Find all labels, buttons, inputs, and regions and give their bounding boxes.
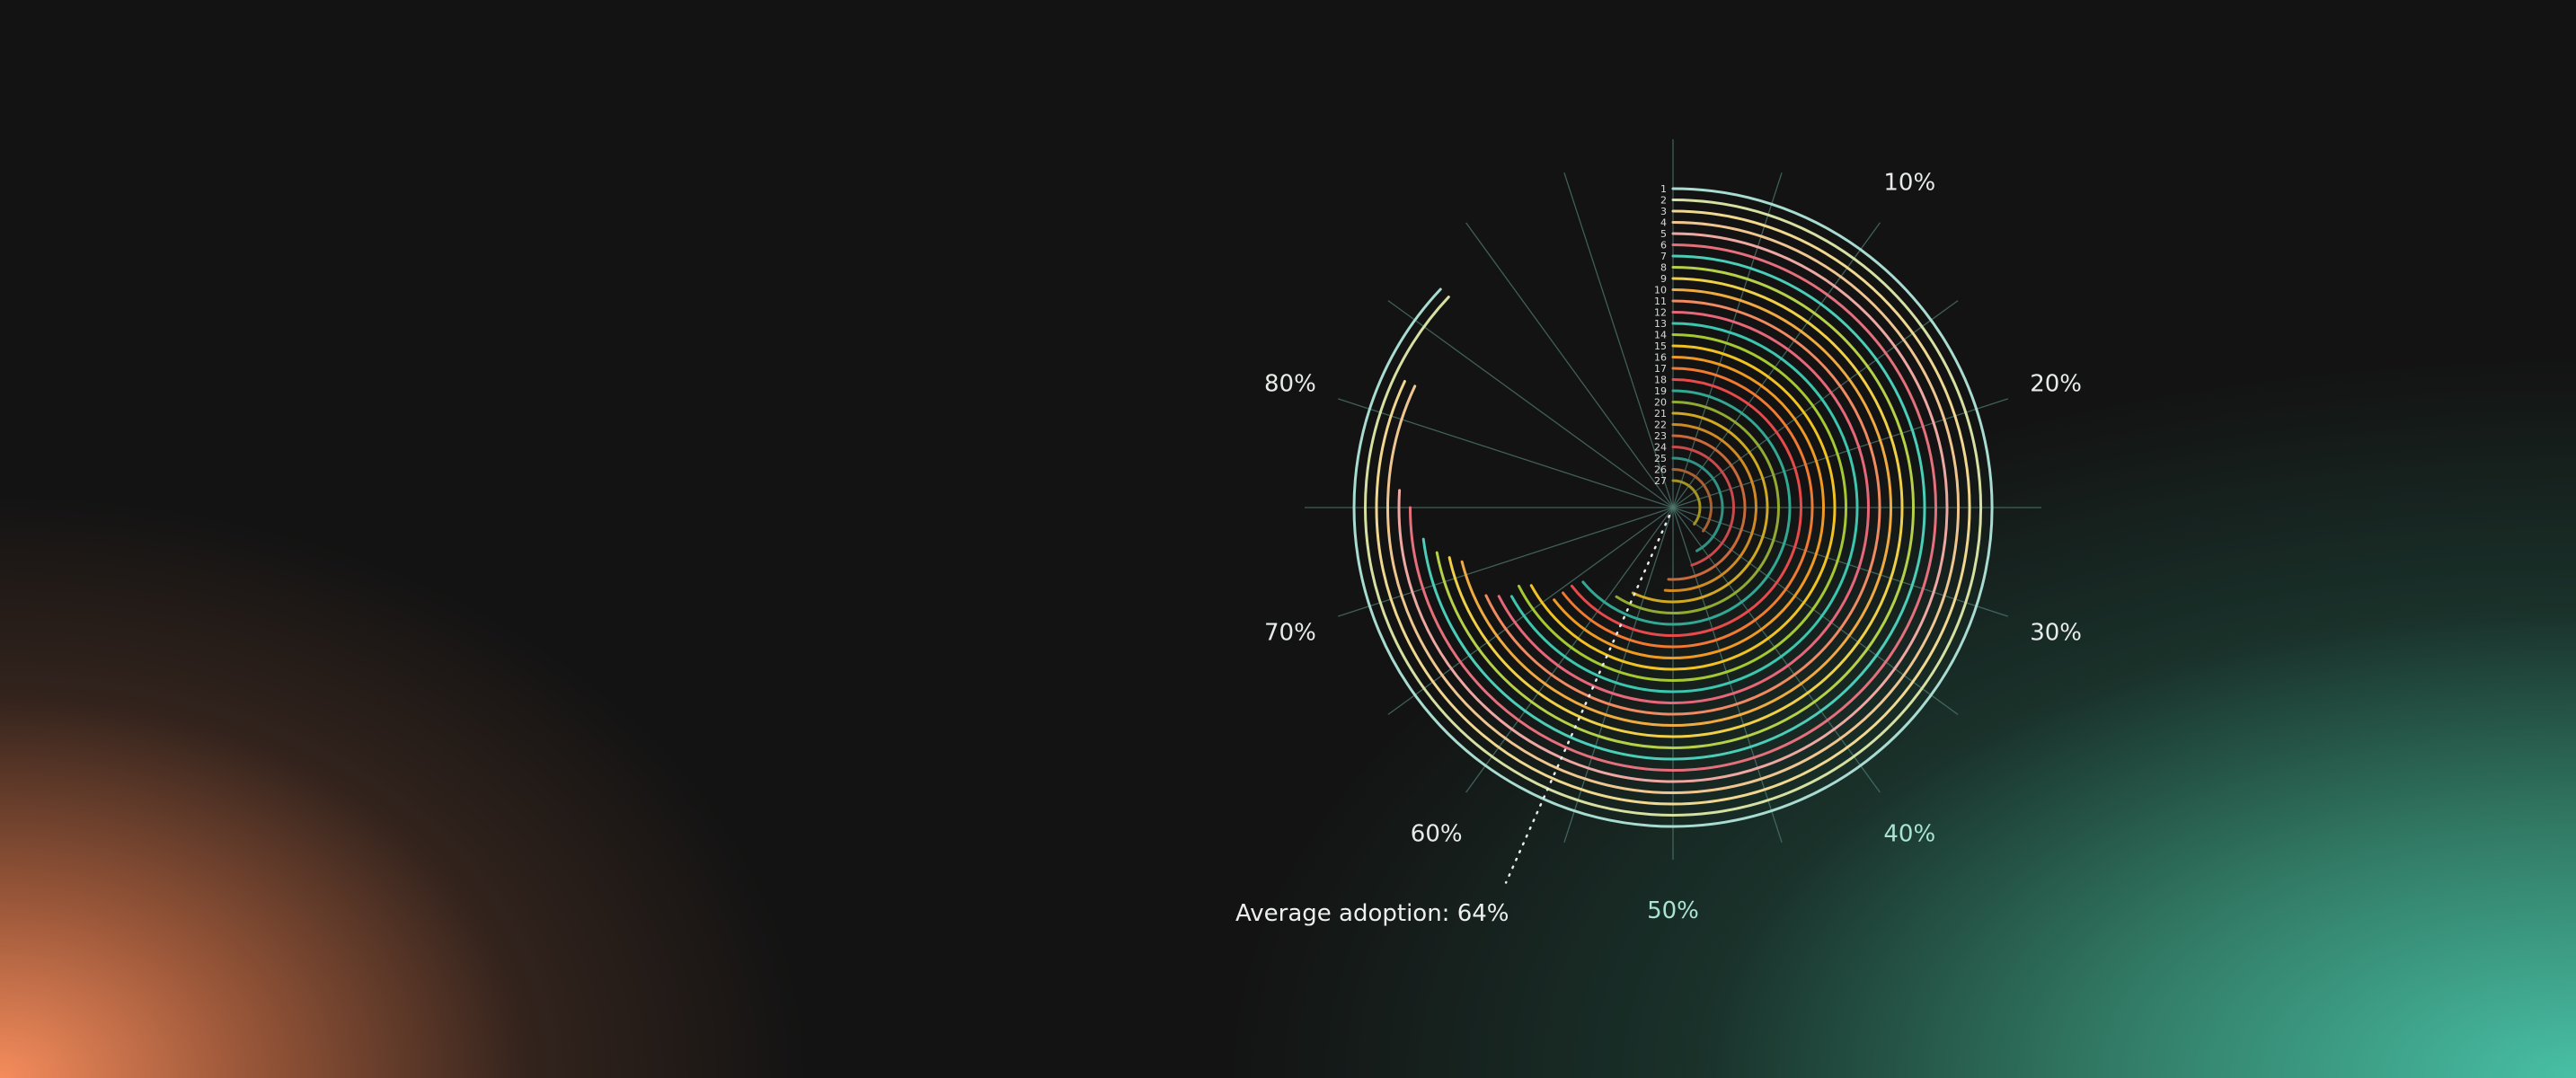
percent-label: 40% bbox=[1883, 820, 1935, 847]
ring-arc-23 bbox=[1667, 434, 1747, 581]
ring-label: 25 bbox=[1654, 453, 1667, 464]
gridline bbox=[1672, 507, 1881, 793]
ring-label: 23 bbox=[1654, 430, 1667, 442]
gridline bbox=[1672, 172, 1783, 508]
ring-arc-27 bbox=[1671, 479, 1702, 526]
percent-labels: 10% 20% 30% 40% 50% 60% 70% 80% bbox=[1264, 170, 2082, 924]
ring-arc-4 bbox=[1386, 221, 1960, 794]
ring-label: 17 bbox=[1654, 363, 1667, 375]
ring-arc-1 bbox=[1352, 187, 1994, 828]
gridline bbox=[1337, 398, 1674, 508]
gridline bbox=[1672, 507, 1959, 715]
percent-label: 80% bbox=[1264, 371, 1316, 398]
ring-label: 27 bbox=[1654, 475, 1667, 487]
gridline bbox=[1465, 507, 1674, 793]
ring-label: 3 bbox=[1660, 206, 1667, 217]
ring-arc-11 bbox=[1484, 299, 1881, 716]
ring-label: 9 bbox=[1660, 273, 1667, 285]
ring-label: 5 bbox=[1660, 228, 1667, 240]
ring-arc-16 bbox=[1553, 356, 1825, 659]
ring-label: 13 bbox=[1654, 318, 1667, 330]
ring-arc-9 bbox=[1447, 277, 1904, 738]
ring-arc-22 bbox=[1663, 423, 1757, 592]
ring-arc-25 bbox=[1671, 456, 1724, 552]
gridline bbox=[1563, 172, 1674, 508]
ring-arc-18 bbox=[1570, 378, 1802, 637]
ring-label: 11 bbox=[1654, 296, 1667, 307]
ring-label: 4 bbox=[1660, 217, 1667, 229]
ring-label: 22 bbox=[1654, 420, 1667, 431]
ring-label: 7 bbox=[1660, 251, 1667, 262]
ring-label: 10 bbox=[1654, 285, 1667, 296]
ring-arc-8 bbox=[1435, 266, 1915, 749]
gridline bbox=[1672, 398, 2009, 508]
gridline bbox=[1387, 507, 1674, 715]
ring-label: 12 bbox=[1654, 307, 1667, 319]
gridline bbox=[1465, 222, 1674, 508]
gridlines bbox=[1305, 139, 2041, 860]
ring-labels: 1234567891011121314151617181920212223242… bbox=[1654, 183, 1667, 487]
average-label: Average adoption: 64% bbox=[1235, 900, 1509, 927]
percent-label: 70% bbox=[1264, 619, 1316, 646]
ring-label: 21 bbox=[1654, 408, 1667, 420]
ring-arc-19 bbox=[1581, 389, 1792, 626]
ring-label: 2 bbox=[1660, 195, 1667, 207]
ring-label: 20 bbox=[1654, 397, 1667, 409]
percent-label: 50% bbox=[1647, 897, 1699, 924]
ring-label: 18 bbox=[1654, 375, 1667, 386]
ring-label: 8 bbox=[1660, 262, 1667, 274]
ring-arc-13 bbox=[1509, 322, 1859, 694]
ring-arc-12 bbox=[1497, 311, 1870, 704]
ring-arc-6 bbox=[1409, 243, 1937, 772]
ring-label: 6 bbox=[1660, 240, 1667, 252]
ring-arc-7 bbox=[1421, 254, 1926, 761]
gridline bbox=[1672, 507, 1783, 844]
ring-arc-5 bbox=[1397, 232, 1949, 783]
percent-label: 30% bbox=[2030, 619, 2082, 646]
average-line bbox=[1504, 514, 1671, 884]
ring-label: 15 bbox=[1654, 340, 1667, 352]
ring-arc-20 bbox=[1615, 401, 1780, 614]
rings bbox=[1352, 187, 1994, 828]
percent-label: 10% bbox=[1883, 170, 1935, 197]
percent-label: 20% bbox=[2030, 371, 2082, 398]
gridline bbox=[1672, 300, 1959, 508]
ring-label: 26 bbox=[1654, 464, 1667, 476]
ring-label: 24 bbox=[1654, 442, 1667, 454]
ring-arc-10 bbox=[1460, 288, 1892, 727]
percent-label: 60% bbox=[1411, 820, 1463, 847]
ring-arc-3 bbox=[1375, 209, 1971, 806]
ring-label: 1 bbox=[1660, 183, 1667, 195]
gridline bbox=[1387, 300, 1674, 508]
ring-arc-21 bbox=[1631, 411, 1769, 604]
ring-label: 14 bbox=[1654, 330, 1667, 341]
ring-label: 16 bbox=[1654, 352, 1667, 364]
ring-arc-17 bbox=[1562, 367, 1814, 649]
ring-arc-14 bbox=[1517, 333, 1847, 682]
gridline bbox=[1672, 222, 1881, 508]
gridline bbox=[1672, 507, 2009, 617]
ring-arc-2 bbox=[1364, 199, 1982, 817]
ring-arc-26 bbox=[1671, 468, 1713, 533]
gridline bbox=[1563, 507, 1674, 844]
gridline bbox=[1337, 507, 1674, 617]
ring-arc-15 bbox=[1529, 344, 1837, 671]
ring-label: 19 bbox=[1654, 385, 1667, 397]
ring-arc-24 bbox=[1671, 446, 1735, 567]
